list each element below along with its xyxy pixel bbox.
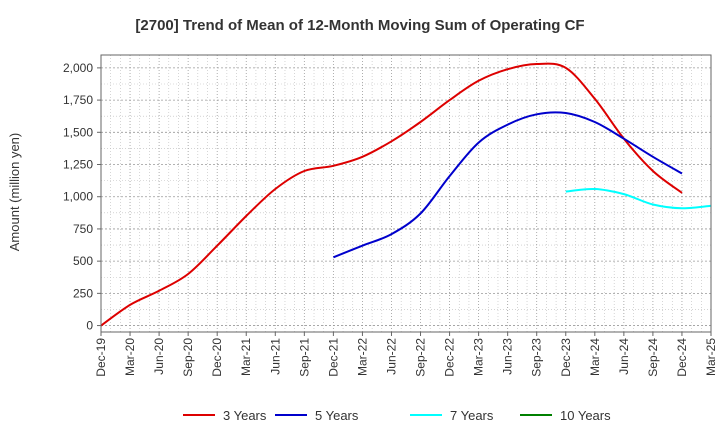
x-tick-label: Sep-22 <box>414 338 428 377</box>
x-tick-label: Mar-25 <box>704 338 718 376</box>
x-tick-label: Dec-19 <box>94 338 108 377</box>
x-tick-label: Jun-24 <box>617 338 631 375</box>
series-lines <box>100 62 712 327</box>
y-tick-label: 1,500 <box>63 125 93 139</box>
legend-label-7-years: 7 Years <box>450 408 494 423</box>
x-tick-label: Sep-23 <box>530 338 544 377</box>
y-axis-label: Amount (million yen) <box>7 133 22 252</box>
legend: 3 Years 5 Years 7 Years 10 Years <box>183 408 611 423</box>
y-tick-label: 0 <box>86 319 93 333</box>
y-tick-label: 1,750 <box>63 93 93 107</box>
series-line-3-years <box>100 62 683 327</box>
x-tick-label: Dec-24 <box>675 338 689 377</box>
y-tick-label: 1,250 <box>63 158 93 172</box>
x-tick-label: Dec-23 <box>559 338 573 377</box>
x-axis: Dec-19 Mar-20 Jun-20 Sep-20 Dec-20 Mar-21 Jun-… <box>94 332 718 377</box>
x-tick-label: Mar-23 <box>472 338 486 376</box>
y-axis: 0 250 500 750 1,000 1,250 1,500 1,750 2,000 <box>63 61 101 333</box>
x-tick-label: Mar-24 <box>588 338 602 376</box>
y-tick-label: 750 <box>73 222 93 236</box>
x-tick-label: Jun-20 <box>152 338 166 375</box>
x-tick-label: Dec-22 <box>443 338 457 377</box>
series-line-7-years <box>565 187 712 210</box>
x-tick-label: Mar-22 <box>355 338 369 376</box>
x-tick-label: Mar-20 <box>123 338 137 376</box>
x-tick-label: Sep-20 <box>181 338 195 377</box>
x-tick-label: Sep-24 <box>646 338 660 377</box>
y-tick-label: 250 <box>73 286 93 300</box>
chart-title: [2700] Trend of Mean of 12-Month Moving … <box>135 17 584 34</box>
x-tick-label: Jun-23 <box>501 338 515 375</box>
plot-frame <box>100 54 712 333</box>
y-tick-label: 1,000 <box>63 190 93 204</box>
x-tick-label: Sep-21 <box>297 338 311 377</box>
x-tick-label: Mar-21 <box>239 338 253 376</box>
legend-label-10-years: 10 Years <box>560 408 611 423</box>
legend-label-5-years: 5 Years <box>315 408 359 423</box>
x-tick-label: Dec-21 <box>326 338 340 377</box>
legend-label-3-years: 3 Years <box>223 408 267 423</box>
x-tick-label: Jun-21 <box>268 338 282 375</box>
y-tick-label: 2,000 <box>63 61 93 75</box>
y-tick-label: 500 <box>73 254 93 268</box>
x-tick-label: Jun-22 <box>384 338 398 375</box>
x-tick-label: Dec-20 <box>210 338 224 377</box>
series-line-5-years <box>333 111 683 259</box>
